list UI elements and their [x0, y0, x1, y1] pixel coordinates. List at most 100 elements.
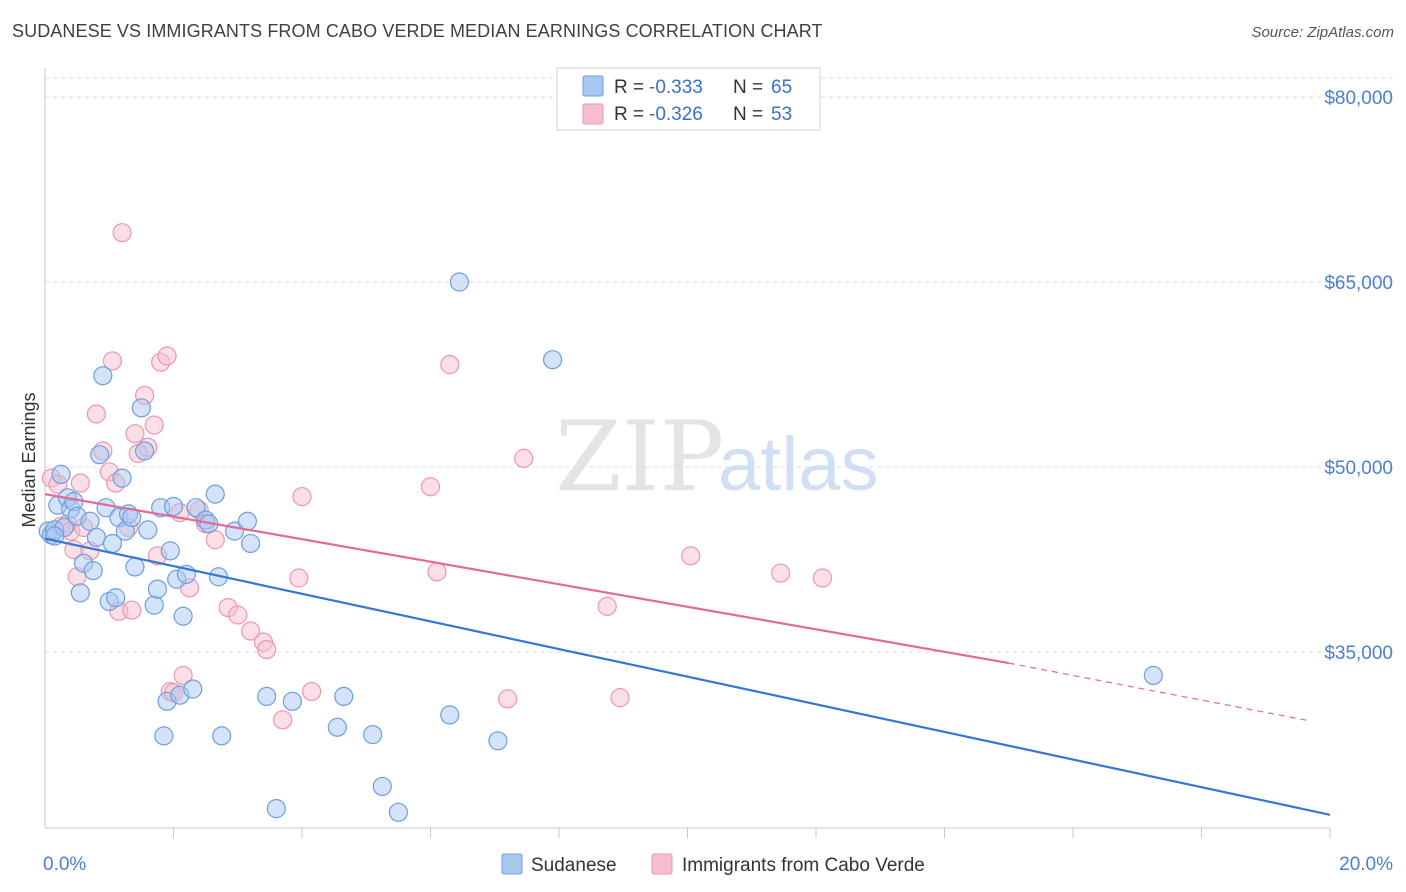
data-point-cabo-verde [427, 562, 447, 582]
data-point-cabo-verde [420, 477, 441, 497]
legend-r-label-2: R = [614, 104, 644, 125]
data-point-cabo-verde [112, 223, 132, 243]
data-point-sudanese [488, 731, 508, 751]
legend-box: R = -0.333 N = 65 R = -0.326 N = 53 [556, 67, 821, 131]
data-point-cabo-verde [144, 415, 164, 435]
data-point-sudanese [125, 557, 145, 577]
y-tick-label: $50,000 [1324, 458, 1393, 479]
data-point-cabo-verde [125, 424, 145, 444]
data-point-sudanese [154, 726, 174, 746]
x-tick-label-max: 20.0% [1339, 854, 1393, 875]
data-point-sudanese [266, 799, 286, 819]
data-point-sudanese [282, 691, 302, 711]
bottom-legend: Sudanese Immigrants from Cabo Verde [501, 853, 925, 876]
series-sudanese-points [38, 272, 1163, 822]
bottom-legend-swatch-blue [501, 853, 523, 875]
data-point-sudanese [131, 398, 151, 418]
data-point-cabo-verde [289, 568, 309, 588]
data-point-sudanese [212, 726, 232, 746]
data-point-cabo-verde [771, 563, 791, 583]
y-tick-label: $65,000 [1324, 273, 1393, 294]
data-point-sudanese [183, 679, 203, 699]
watermark-atlas: atlas [718, 422, 879, 507]
x-ticks [173, 828, 1331, 838]
data-point-sudanese [327, 717, 347, 737]
data-point-sudanese [83, 560, 103, 581]
data-point-cabo-verde [70, 473, 90, 493]
y-axis-title: Median Earnings [19, 392, 39, 527]
data-point-cabo-verde [812, 568, 833, 588]
data-point-cabo-verde [440, 355, 460, 375]
data-point-sudanese [86, 527, 107, 547]
data-point-cabo-verde [102, 351, 123, 371]
data-point-sudanese [70, 583, 90, 603]
legend-n-value-2: 53 [771, 104, 792, 125]
legend-r-value-1: -0.333 [649, 77, 703, 98]
bottom-legend-sudanese: Sudanese [531, 855, 617, 876]
bottom-legend-swatch-pink [651, 853, 673, 875]
legend-n-label-2: N = [733, 104, 763, 125]
data-point-cabo-verde [498, 689, 518, 709]
trend-line-cabo-verde-extension [1008, 662, 1311, 722]
legend-swatch-blue [582, 75, 604, 97]
data-point-cabo-verde [205, 530, 225, 550]
legend-n-label-1: N = [733, 77, 763, 98]
data-point-sudanese [90, 445, 110, 465]
data-point-cabo-verde [122, 600, 142, 620]
legend-swatch-pink [582, 103, 604, 125]
chart-title: SUDANESE VS IMMIGRANTS FROM CABO VERDE M… [12, 21, 823, 41]
bottom-legend-cabo-verde: Immigrants from Cabo Verde [682, 855, 925, 876]
data-point-sudanese [80, 511, 100, 531]
data-point-sudanese [163, 496, 184, 517]
x-tick-label-min: 0.0% [43, 854, 86, 875]
data-point-cabo-verde [241, 621, 261, 641]
y-tick-label: $80,000 [1324, 88, 1393, 109]
data-point-cabo-verde [273, 710, 293, 730]
legend-r-label-1: R = [614, 77, 644, 98]
data-point-cabo-verde [86, 404, 107, 424]
trend-lines [44, 493, 1331, 816]
data-point-cabo-verde [173, 665, 193, 686]
data-point-sudanese [440, 705, 460, 725]
data-point-sudanese [542, 350, 563, 370]
data-point-sudanese [449, 272, 470, 292]
gridlines [45, 77, 1393, 653]
data-point-cabo-verde [257, 639, 277, 660]
data-point-sudanese [334, 686, 354, 707]
data-point-sudanese [147, 579, 168, 599]
data-point-sudanese [257, 686, 277, 707]
data-point-cabo-verde [610, 688, 630, 708]
data-point-sudanese [160, 541, 180, 561]
data-point-sudanese [144, 595, 164, 615]
data-point-sudanese [205, 484, 225, 504]
data-point-sudanese [363, 725, 383, 745]
data-point-sudanese [241, 533, 261, 554]
data-point-cabo-verde [292, 487, 312, 507]
trend-line-cabo-verde [44, 493, 1009, 665]
source-label: Source: ZipAtlas.com [1251, 24, 1394, 41]
trend-line-sudanese [44, 537, 1331, 816]
data-point-cabo-verde [514, 448, 534, 468]
y-tick-labels: $35,000 $50,000 $65,000 $80,000 [1324, 88, 1393, 664]
data-point-cabo-verde [157, 346, 177, 366]
data-point-sudanese [372, 776, 392, 797]
watermark-zip: ZIP [555, 401, 724, 513]
legend-n-value-1: 65 [771, 77, 792, 98]
data-point-sudanese [112, 468, 132, 488]
data-point-sudanese [173, 606, 193, 626]
data-point-cabo-verde [597, 596, 617, 616]
data-point-cabo-verde [302, 681, 322, 702]
data-point-cabo-verde [228, 605, 248, 625]
data-point-sudanese [388, 802, 408, 822]
data-point-sudanese [138, 520, 158, 540]
watermark: ZIP atlas [555, 401, 879, 513]
data-point-sudanese [51, 464, 71, 484]
data-point-sudanese [134, 441, 155, 461]
y-tick-label: $35,000 [1324, 643, 1393, 664]
data-point-sudanese [106, 588, 126, 608]
data-point-sudanese [93, 366, 113, 386]
legend-r-value-2: -0.326 [649, 104, 703, 125]
data-point-cabo-verde [681, 546, 701, 566]
data-point-sudanese [1143, 665, 1163, 686]
